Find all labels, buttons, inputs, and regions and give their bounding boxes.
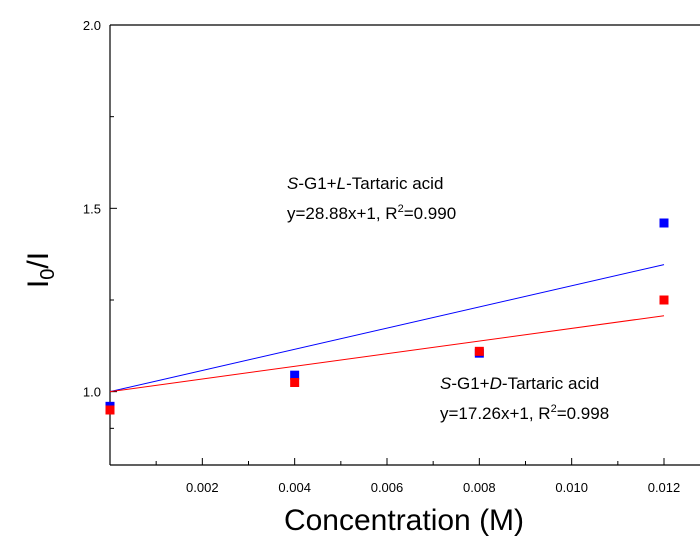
y-axis-title: I0/I: [22, 252, 59, 288]
data-point-1: [106, 406, 115, 415]
y-tick-label: 1.0: [83, 385, 101, 400]
x-tick-label: 0.004: [278, 480, 311, 495]
x-axis-title: Concentration (M): [284, 504, 524, 537]
x-tick-label: 0.008: [463, 480, 496, 495]
annotation-l-name: S-G1+L-Tartaric acid: [287, 174, 443, 193]
x-tick-label: 0.010: [555, 480, 588, 495]
fit-lines: [110, 265, 664, 392]
y-tick-label: 2.0: [83, 18, 101, 33]
x-tick-label: 0.006: [371, 480, 404, 495]
data-point-1: [475, 347, 484, 356]
x-tick-label: 0.012: [648, 480, 681, 495]
x-tick-label: 0.002: [186, 480, 219, 495]
annotation-d-name: S-G1+D-Tartaric acid: [440, 374, 599, 393]
data-point-0: [660, 219, 669, 228]
axes: 0.002 0.004 0.006 0.008 0.010 0.012 1.0 1.5 2.0: [83, 18, 700, 495]
annotation-l-equation: y=28.88x+1, R2=0.990: [287, 203, 456, 223]
y-tick-label: 1.5: [83, 201, 101, 216]
annotation-d-equation: y=17.26x+1, R2=0.998: [440, 403, 609, 423]
data-point-1: [290, 378, 299, 387]
fit-line-0: [110, 265, 664, 392]
data-point-1: [660, 296, 669, 305]
